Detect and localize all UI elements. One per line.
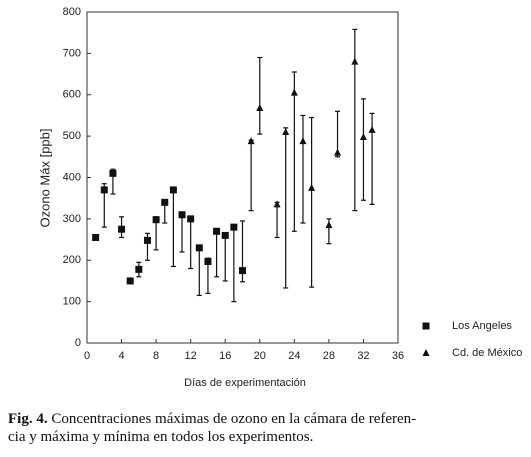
- error-bar: [352, 28, 358, 212]
- marker-square: [109, 169, 117, 177]
- marker-triangle: [299, 137, 307, 145]
- chart: Días de experimentación Ozono Máx [ppb] …: [37, 6, 522, 389]
- x-tick-label: 16: [219, 350, 231, 362]
- y-tick-label: 700: [63, 47, 81, 59]
- error-bar: [196, 245, 202, 297]
- error-bar: [300, 114, 306, 224]
- marker-square: [161, 198, 169, 206]
- error-bar: [179, 212, 185, 253]
- error-bar: [309, 116, 315, 288]
- error-bar: [222, 232, 228, 282]
- marker-triangle: [368, 125, 376, 133]
- x-tick-label: 28: [323, 350, 335, 362]
- marker-square: [239, 267, 246, 275]
- error-bar: [170, 187, 176, 268]
- marker-square: [213, 227, 221, 235]
- x-tick-label: 12: [185, 350, 197, 362]
- marker-square: [195, 244, 203, 252]
- y-tick-label: 500: [63, 130, 81, 142]
- marker-square: [135, 265, 143, 273]
- error-bar: [188, 216, 194, 270]
- y-tick-label: 100: [63, 296, 81, 308]
- error-bar: [257, 56, 263, 135]
- x-tick-label: 0: [84, 350, 90, 362]
- marker-square: [143, 236, 151, 244]
- legend-marker: [422, 322, 430, 330]
- error-bar: [283, 127, 289, 289]
- y-tick-label: 600: [63, 89, 81, 101]
- legend-label: Cd. de México: [452, 347, 522, 359]
- marker-square: [92, 233, 100, 241]
- legend-marker: [422, 349, 430, 356]
- y-tick-label: 400: [63, 171, 81, 183]
- marker-square: [152, 216, 160, 224]
- y-tick-label: 800: [63, 6, 81, 18]
- marker-square: [126, 277, 134, 285]
- x-axis-label: Días de experimentación: [184, 377, 306, 389]
- x-tick-label: 32: [357, 350, 369, 362]
- error-bar: [274, 201, 280, 239]
- marker-square: [187, 215, 195, 223]
- x-tick-label: 4: [118, 350, 124, 362]
- x-tick-label: 8: [153, 350, 159, 362]
- marker-square: [178, 211, 186, 219]
- x-tick-label: 24: [288, 350, 300, 362]
- marker-triangle: [334, 148, 342, 156]
- y-tick-label: 300: [63, 213, 81, 225]
- marker-triangle: [256, 103, 264, 111]
- legend-label: Los Angeles: [452, 320, 512, 332]
- marker-triangle: [351, 57, 359, 65]
- y-tick-label: 0: [75, 337, 81, 349]
- plot-frame: [86, 11, 399, 344]
- marker-triangle: [325, 221, 333, 229]
- error-bar: [214, 228, 220, 278]
- marker-triangle: [359, 132, 367, 140]
- marker-triangle: [308, 183, 316, 191]
- marker-triangle: [247, 137, 255, 145]
- x-tick-label: 20: [254, 350, 266, 362]
- error-bar: [291, 71, 297, 232]
- error-bar: [248, 139, 254, 212]
- marker-square: [230, 223, 238, 231]
- caption-line: cia y máxima y mínima en todos los exper…: [8, 429, 314, 445]
- marker-triangle: [282, 127, 290, 135]
- marker-square: [118, 225, 126, 233]
- caption-line: Concentraciones máximas de ozono en la c…: [51, 411, 417, 427]
- caption-label: Fig. 4.: [8, 411, 48, 427]
- y-tick-label: 200: [63, 254, 81, 266]
- error-bar: [360, 98, 366, 201]
- marker-triangle: [290, 88, 298, 96]
- y-axis-label: Ozono Máx [ppb]: [37, 129, 52, 228]
- marker-square: [169, 186, 177, 194]
- marker-square: [204, 257, 212, 265]
- error-bar: [231, 224, 237, 303]
- marker-square: [100, 186, 108, 194]
- caption: Fig. 4. Concentraciones máximas de ozono…: [8, 410, 528, 446]
- x-tick-label: 36: [392, 350, 404, 362]
- marker-square: [221, 231, 229, 239]
- marker-triangle: [273, 200, 281, 208]
